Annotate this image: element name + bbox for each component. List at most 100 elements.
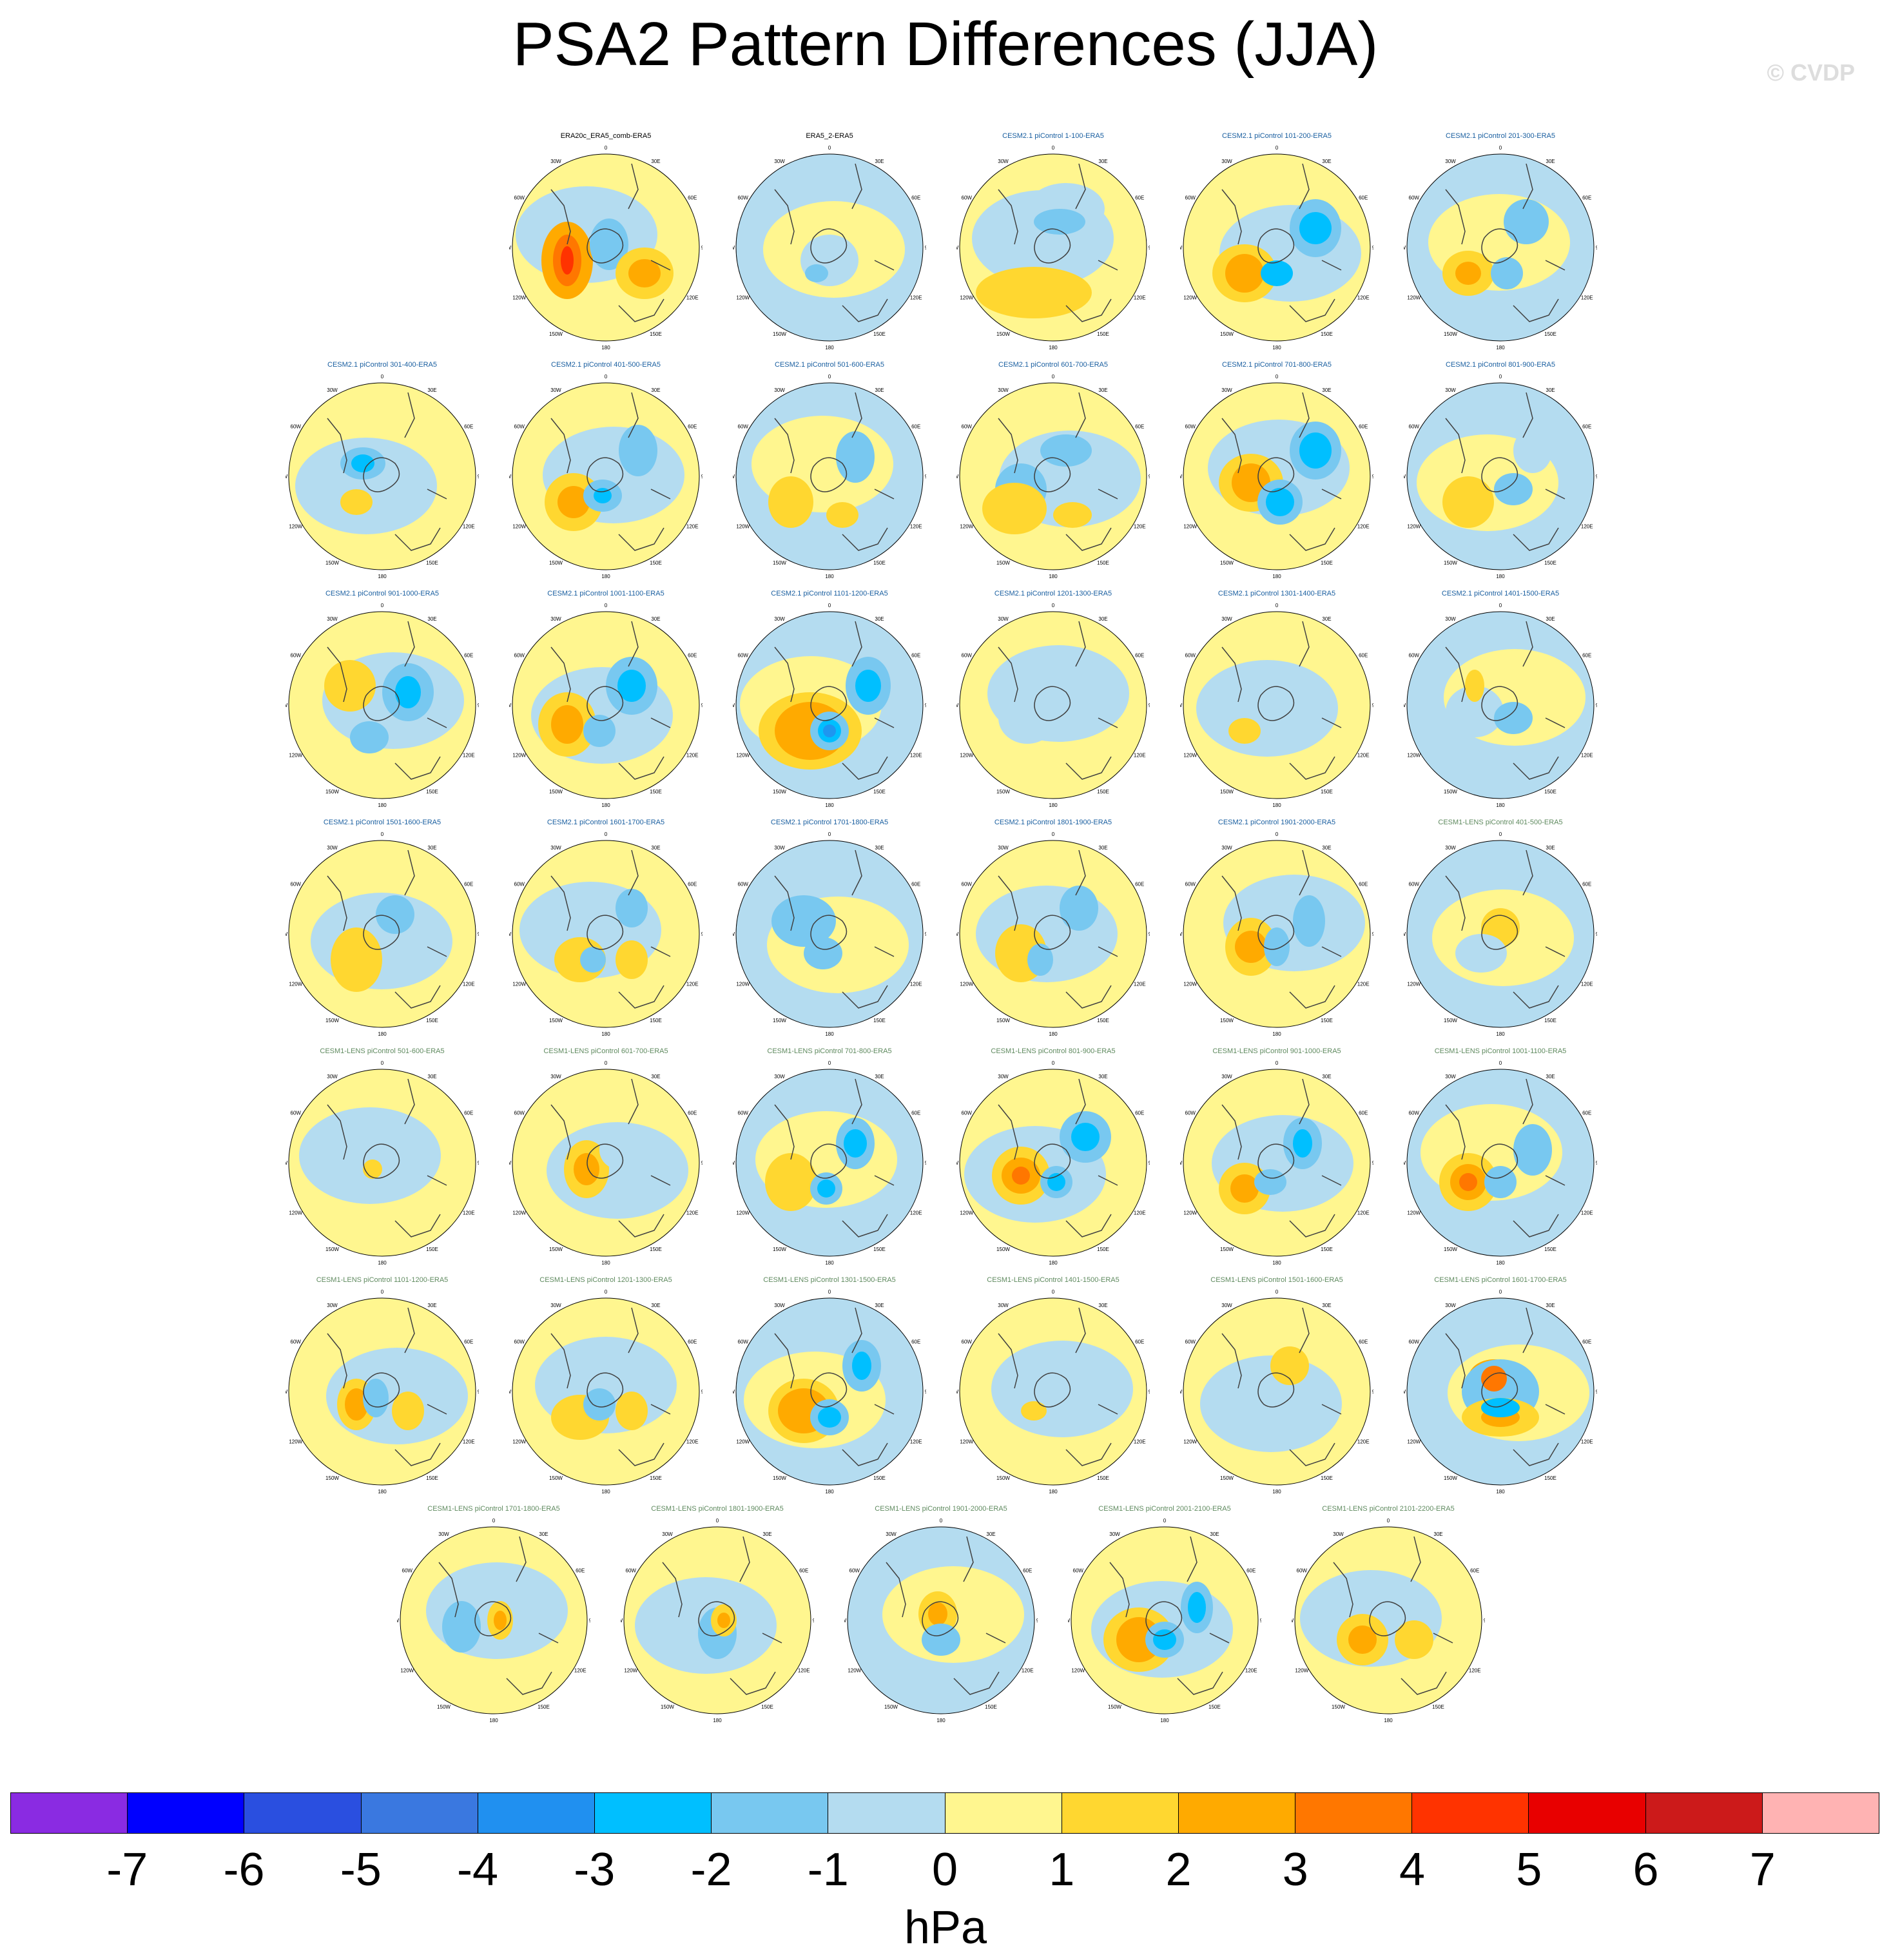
map-contour <box>617 670 646 702</box>
map-contour <box>765 1153 817 1211</box>
panel-title: CESM1-LENS piControl 1801-1900-ERA5 <box>651 1505 784 1513</box>
longitude-label: 30E <box>651 1074 660 1080</box>
colorbar-label: 1 <box>1049 1844 1075 1896</box>
map-panel: CESM2.1 piControl 501-600-ERA5 0 30E 60E 90E… <box>733 361 926 580</box>
polar-map: 0 30E 60E 90E 120E 150E 180 150W 120W 90W 60W 30W <box>733 1289 926 1495</box>
map-panel: CESM1-LENS piControl 2001-2100-ERA5 0 30E 6… <box>1068 1505 1261 1724</box>
longitude-label: 180 <box>1496 802 1505 808</box>
map-panel: CESM2.1 piControl 1101-1200-ERA5 0 30E 60E 9… <box>733 590 926 809</box>
map-contour <box>350 721 389 753</box>
longitude-label: 90W <box>733 1160 735 1166</box>
longitude-label: 0 <box>381 1060 384 1066</box>
coastline <box>438 1536 559 1695</box>
colorbar-box <box>244 1793 362 1833</box>
panel-title: CESM1-LENS piControl 701-800-ERA5 <box>767 1047 892 1055</box>
coastline <box>662 1536 782 1695</box>
longitude-label: 180 <box>489 1718 498 1723</box>
longitude-label: 90W <box>1404 245 1406 251</box>
coastline <box>550 392 671 551</box>
longitude-label: 90W <box>286 1160 288 1166</box>
longitude-label: 150W <box>549 560 563 566</box>
map-contour <box>1455 262 1481 285</box>
longitude-label: 120E <box>686 753 699 759</box>
longitude-label: 150W <box>325 560 339 566</box>
longitude-label: 120E <box>1469 1668 1481 1674</box>
longitude-label: 30E <box>875 1303 884 1308</box>
longitude-label: 60W <box>738 1339 749 1345</box>
colorbar-label: 4 <box>1399 1844 1426 1896</box>
panel-title: CESM2.1 piControl 1901-2000-ERA5 <box>1217 819 1336 826</box>
longitude-label: 0 <box>605 831 608 837</box>
map-contour <box>580 947 606 973</box>
longitude-label: 0 <box>828 603 831 608</box>
map-contour <box>1047 1173 1065 1191</box>
longitude-label: 60E <box>464 882 473 888</box>
map-contour <box>561 246 574 275</box>
map-contour <box>826 502 858 528</box>
longitude-label: 180 <box>713 1718 722 1723</box>
longitude-label: 60W <box>291 1111 302 1116</box>
longitude-label: 30E <box>1322 387 1331 393</box>
map-border <box>1406 1297 1595 1486</box>
map-panel: CESM2.1 piControl 1201-1300-ERA5 0 30E 60E 9… <box>956 590 1150 809</box>
longitude-label: 120E <box>1134 753 1146 759</box>
longitude-label: 150W <box>1220 1475 1234 1481</box>
longitude-label: 60E <box>1582 195 1591 201</box>
map-border <box>288 1297 476 1486</box>
longitude-label: 0 <box>381 603 384 608</box>
map-contour <box>1228 718 1261 744</box>
longitude-label: 180 <box>378 1031 387 1037</box>
longitude-label: 30W <box>774 387 785 393</box>
longitude-label: 60E <box>1135 1339 1144 1345</box>
polar-map: 0 30E 60E 90E 120E 150E 180 150W 120W 90W 60W 30W <box>509 145 703 351</box>
longitude-label: 180 <box>1496 1489 1505 1495</box>
longitude-label: 60W <box>962 1339 973 1345</box>
longitude-label: 60W <box>738 424 749 430</box>
longitude-label: 90E <box>478 703 479 708</box>
page-title: PSA2 Pattern Differences (JJA) <box>512 10 1379 79</box>
longitude-label: 90W <box>1180 474 1183 480</box>
longitude-label: 180 <box>1049 1031 1058 1037</box>
map-border <box>512 153 700 342</box>
map-contour <box>818 1407 841 1428</box>
longitude-label: 150E <box>1544 1018 1556 1024</box>
longitude-label: 30E <box>651 1303 660 1308</box>
colorbar-label: 3 <box>1282 1844 1308 1896</box>
map-contour <box>363 1160 382 1179</box>
longitude-label: 90E <box>701 703 703 708</box>
longitude-label: 30W <box>327 1074 338 1080</box>
map-contour <box>1513 1124 1552 1176</box>
polar-map: 0 30E 60E 90E 120E 150E 180 150W 120W 90W 60W 30W <box>1404 603 1597 808</box>
longitude-label: 90W <box>1292 1618 1294 1624</box>
polar-map: 0 30E 60E 90E 120E 150E 180 150W 120W 90W 60W 30W <box>1292 1518 1485 1723</box>
map-panel: CESM1-LENS piControl 601-700-ERA5 0 30E 60E… <box>509 1047 703 1266</box>
longitude-label: 60E <box>911 195 920 201</box>
map-contour <box>1494 702 1533 734</box>
map-border <box>512 611 700 799</box>
longitude-label: 30W <box>550 1303 561 1308</box>
map-contour <box>628 259 661 287</box>
panel-title: CESM2.1 piControl 1501-1600-ERA5 <box>323 819 441 826</box>
longitude-label: 150E <box>1097 1018 1109 1024</box>
longitude-label: 120W <box>960 1210 973 1216</box>
colorbar-box <box>1762 1793 1879 1833</box>
longitude-label: 90E <box>1149 245 1150 251</box>
longitude-label: 90W <box>509 931 512 937</box>
map-border <box>735 840 924 1028</box>
longitude-label: 60W <box>514 882 525 888</box>
coastline <box>550 1307 671 1466</box>
longitude-label: 180 <box>601 574 610 579</box>
longitude-label: 150E <box>873 789 886 795</box>
longitude-label: 120W <box>848 1668 861 1674</box>
longitude-label: 180 <box>601 1489 610 1495</box>
longitude-label: 90W <box>1404 1160 1406 1166</box>
longitude-label: 60W <box>514 195 525 201</box>
colorbar-box <box>945 1793 1062 1833</box>
longitude-label: 150W <box>1108 1704 1121 1710</box>
longitude-label: 90W <box>733 474 735 480</box>
longitude-label: 90W <box>956 474 959 480</box>
longitude-label: 30E <box>427 387 436 393</box>
colorbar-label: 2 <box>1165 1844 1192 1896</box>
panel-title: CESM1-LENS piControl 1301-1500-ERA5 <box>763 1276 896 1284</box>
longitude-label: 150E <box>1321 789 1333 795</box>
